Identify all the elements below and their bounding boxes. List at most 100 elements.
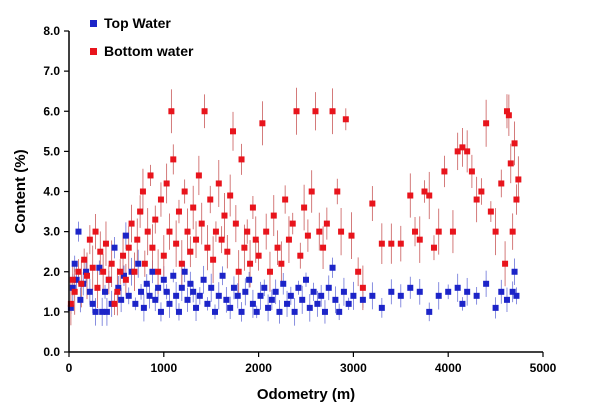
top-water-point	[71, 260, 78, 267]
top-water-point	[513, 292, 520, 299]
bottom-water-point	[342, 116, 349, 123]
bottom-water-point	[473, 196, 480, 203]
bottom-water-point	[152, 216, 159, 223]
top-water-point	[473, 292, 480, 299]
bottom-water-point	[207, 196, 214, 203]
top-water-point	[332, 296, 339, 303]
bottom-water-point	[274, 244, 281, 251]
bottom-water-point	[511, 140, 518, 147]
bottom-water-point	[502, 260, 509, 267]
bottom-water-point	[289, 220, 296, 227]
top-water-point	[163, 288, 170, 295]
top-water-point	[329, 264, 336, 271]
bottom-water-point	[259, 120, 266, 127]
top-water-point	[291, 308, 298, 315]
top-water-point	[184, 296, 191, 303]
top-water-point	[503, 296, 510, 303]
bottom-water-point	[89, 264, 96, 271]
bottom-water-point	[92, 228, 99, 235]
y-tick-label: 8.0	[43, 24, 60, 38]
bottom-water-point	[114, 288, 121, 295]
top-water-point	[193, 304, 200, 311]
bottom-water-point	[252, 236, 259, 243]
top-water-point	[287, 292, 294, 299]
top-water-point	[73, 276, 80, 283]
top-water-point	[160, 276, 167, 283]
top-water-point	[268, 296, 275, 303]
top-water-point	[138, 288, 145, 295]
top-water-point	[190, 288, 197, 295]
bottom-water-point	[221, 212, 228, 219]
bottom-water-point	[128, 220, 135, 227]
bottom-water-point	[78, 280, 85, 287]
top-water-point	[83, 268, 90, 275]
top-water-point	[345, 300, 352, 307]
bottom-water-point	[468, 168, 475, 175]
bottom-water-point	[230, 128, 237, 135]
top-water-point	[223, 296, 230, 303]
top-water-point	[146, 292, 153, 299]
bottom-water-point	[173, 240, 180, 247]
top-water-point	[111, 244, 118, 251]
bottom-water-point	[244, 228, 251, 235]
top-water-point	[178, 284, 185, 291]
bottom-water-point	[359, 284, 366, 291]
bottom-water-point	[97, 248, 104, 255]
bottom-water-point	[421, 188, 428, 195]
legend-swatch-top-water	[90, 20, 97, 27]
bottom-water-point	[210, 256, 217, 263]
top-water-point	[227, 304, 234, 311]
y-tick-label: 1.0	[43, 305, 60, 319]
top-water-point	[318, 292, 325, 299]
bottom-water-point	[227, 192, 234, 199]
bottom-water-point	[157, 196, 164, 203]
bottom-water-point	[492, 228, 499, 235]
bottom-water-point	[459, 144, 466, 151]
y-tick-label: 4.0	[43, 185, 60, 199]
bottom-water-point	[441, 168, 448, 175]
bottom-water-point	[141, 260, 148, 267]
top-water-point	[459, 300, 466, 307]
bottom-water-point	[378, 240, 385, 247]
bottom-water-point	[102, 240, 109, 247]
bottom-water-point	[304, 232, 311, 239]
y-tick-label: 2.0	[43, 265, 60, 279]
top-water-point	[284, 300, 291, 307]
top-water-point	[242, 288, 249, 295]
x-tick-label: 4000	[435, 361, 462, 375]
bottom-water-point	[412, 228, 419, 235]
bottom-water-point	[125, 244, 132, 251]
bottom-water-point	[435, 228, 442, 235]
bottom-water-point	[69, 276, 76, 283]
bottom-water-point	[464, 148, 471, 155]
bottom-water-point	[181, 188, 188, 195]
bottom-water-point	[94, 284, 101, 291]
top-water-point	[230, 284, 237, 291]
top-water-point	[407, 284, 414, 291]
top-water-point	[511, 268, 518, 275]
bottom-water-point	[218, 236, 225, 243]
bottom-water-point	[369, 200, 376, 207]
top-water-point	[388, 288, 395, 295]
top-water-point	[215, 292, 222, 299]
x-axis-title: Odometry (m)	[257, 386, 355, 403]
bottom-water-point	[117, 268, 124, 275]
bottom-water-point	[498, 180, 505, 187]
bottom-water-point	[507, 160, 514, 167]
bottom-water-point	[487, 208, 494, 215]
bottom-water-point	[190, 204, 197, 211]
x-tick-label: 1000	[150, 361, 177, 375]
bottom-water-point	[449, 228, 456, 235]
bottom-water-point	[301, 204, 308, 211]
top-water-point	[350, 292, 357, 299]
top-water-point	[336, 308, 343, 315]
bottom-water-point	[478, 188, 485, 195]
top-water-point	[257, 292, 264, 299]
bottom-water-point	[71, 288, 78, 295]
bottom-water-point	[329, 108, 336, 115]
x-tick-label: 3000	[340, 361, 367, 375]
marker-layer	[67, 108, 522, 315]
bottom-water-point	[249, 204, 256, 211]
bottom-water-point	[513, 196, 520, 203]
top-water-point	[140, 304, 147, 311]
